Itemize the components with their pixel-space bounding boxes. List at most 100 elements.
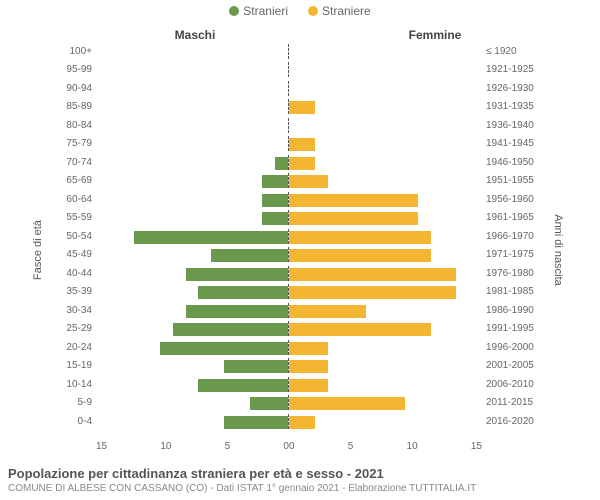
bar-female <box>289 249 431 262</box>
age-group-label: 55-59 <box>56 212 96 223</box>
x-tick: 15 <box>471 441 482 452</box>
birth-year-label: 2006-2010 <box>482 379 544 390</box>
bar-female <box>289 323 431 336</box>
legend-item-female: Straniere <box>308 4 371 18</box>
pyramid-row: 65-69 1951-1955 <box>56 172 544 191</box>
birth-year-label: ≤ 1920 <box>482 46 544 57</box>
bar-female <box>289 138 315 151</box>
bar-female <box>289 286 456 299</box>
pyramid-row: 75-79 1941-1945 <box>56 135 544 154</box>
pyramid-row: 50-54 1966-1970 <box>56 227 544 246</box>
legend-item-male: Stranieri <box>229 4 288 18</box>
y-axis-label-right: Anni di nascita <box>552 214 564 286</box>
birth-year-label: 1966-1970 <box>482 231 544 242</box>
pyramid-row: 100+ ≤ 1920 <box>56 42 544 61</box>
pyramid-row: 90-941926-1930 <box>56 79 544 98</box>
birth-year-label: 1946-1950 <box>482 157 544 168</box>
age-group-label: 0-4 <box>56 416 96 427</box>
age-group-label: 60-64 <box>56 194 96 205</box>
bar-male <box>198 379 288 392</box>
bar-male <box>186 268 288 281</box>
bar-male <box>160 342 288 355</box>
birth-year-label: 1976-1980 <box>482 268 544 279</box>
birth-year-label: 1971-1975 <box>482 249 544 260</box>
x-tick: 5 <box>225 441 231 452</box>
age-group-label: 35-39 <box>56 286 96 297</box>
age-group-label: 50-54 <box>56 231 96 242</box>
birth-year-label: 1961-1965 <box>482 212 544 223</box>
bar-male <box>262 194 288 207</box>
bar-male <box>224 360 288 373</box>
pyramid-row: 10-14 2006-2010 <box>56 375 544 394</box>
bar-female <box>289 231 431 244</box>
legend-label-female: Straniere <box>322 4 371 18</box>
legend-label-male: Stranieri <box>243 4 288 18</box>
birth-year-label: 1936-1940 <box>482 120 544 131</box>
pyramid-row: 60-64 1956-1960 <box>56 190 544 209</box>
birth-year-label: 1981-1985 <box>482 286 544 297</box>
pyramid-row: 40-441976-1980 <box>56 264 544 283</box>
y-axis-label-left: Fasce di età <box>32 220 44 280</box>
bar-male <box>224 416 288 429</box>
bar-female <box>289 397 405 410</box>
chart-title: Popolazione per cittadinanza straniera p… <box>8 466 592 481</box>
pyramid-row: 80-841936-1940 <box>56 116 544 135</box>
age-group-label: 25-29 <box>56 323 96 334</box>
birth-year-label: 1921-1925 <box>482 64 544 75</box>
bar-female <box>289 268 456 281</box>
age-group-label: 5-9 <box>56 397 96 408</box>
age-group-label: 15-19 <box>56 360 96 371</box>
x-axis: 151050 051015 <box>96 441 482 452</box>
birth-year-label: 2016-2020 <box>482 416 544 427</box>
birth-year-label: 2011-2015 <box>482 397 544 408</box>
pyramid-row: 70-74 1946-1950 <box>56 153 544 172</box>
chart-container: { "legend": { "male": { "label": "Strani… <box>0 0 600 500</box>
bar-female <box>289 175 328 188</box>
bar-female <box>289 305 366 318</box>
pyramid-row: 95-991921-1925 <box>56 61 544 80</box>
age-group-label: 75-79 <box>56 138 96 149</box>
birth-year-label: 1996-2000 <box>482 342 544 353</box>
swatch-female <box>308 6 318 16</box>
population-pyramid: 100+≤ 192095-991921-192590-941926-193085… <box>56 42 544 438</box>
bar-female <box>289 342 328 355</box>
age-group-label: 85-89 <box>56 101 96 112</box>
pyramid-row: 45-491971-1975 <box>56 246 544 265</box>
bar-male <box>134 231 288 244</box>
birth-year-label: 2001-2005 <box>482 360 544 371</box>
pyramid-row: 55-59 1961-1965 <box>56 209 544 228</box>
age-group-label: 90-94 <box>56 83 96 94</box>
pyramid-row: 5-9 2011-2015 <box>56 394 544 413</box>
bar-male <box>211 249 288 262</box>
x-tick: 10 <box>407 441 418 452</box>
birth-year-label: 1941-1945 <box>482 138 544 149</box>
pyramid-row: 85-891931-1935 <box>56 98 544 117</box>
age-group-label: 65-69 <box>56 175 96 186</box>
age-group-label: 100+ <box>56 46 96 57</box>
chart-subtitle: COMUNE DI ALBESE CON CASSANO (CO) - Dati… <box>8 483 592 494</box>
x-tick: 0 <box>289 441 295 452</box>
x-tick: 15 <box>96 441 107 452</box>
age-group-label: 70-74 <box>56 157 96 168</box>
bar-female <box>289 194 418 207</box>
panel-title-female: Femmine <box>330 28 600 42</box>
birth-year-label: 1986-1990 <box>482 305 544 316</box>
bar-male <box>173 323 288 336</box>
x-ticks-left: 151050 <box>96 441 289 452</box>
bar-female <box>289 157 315 170</box>
pyramid-row: 35-39 1981-1985 <box>56 283 544 302</box>
age-group-label: 10-14 <box>56 379 96 390</box>
birth-year-label: 1951-1955 <box>482 175 544 186</box>
x-tick: 10 <box>160 441 171 452</box>
panel-title-male: Maschi <box>0 28 330 42</box>
pyramid-row: 20-241996-2000 <box>56 338 544 357</box>
birth-year-label: 1956-1960 <box>482 194 544 205</box>
bar-female <box>289 379 328 392</box>
bar-female <box>289 360 328 373</box>
bar-male <box>275 157 288 170</box>
pyramid-row: 0-4 2016-2020 <box>56 412 544 431</box>
bar-female <box>289 212 418 225</box>
x-tick: 5 <box>348 441 354 452</box>
pyramid-row: 30-341986-1990 <box>56 301 544 320</box>
pyramid-row: 15-19 2001-2005 <box>56 357 544 376</box>
